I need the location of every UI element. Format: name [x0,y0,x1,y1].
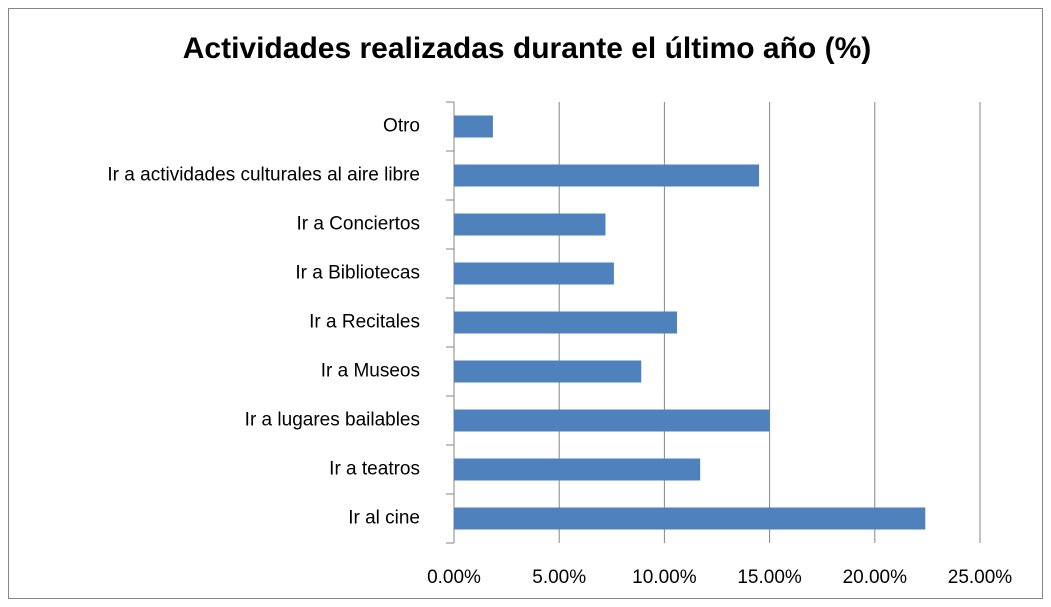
bar [454,311,678,334]
y-tick-label: Ir a Bibliotecas [295,263,420,284]
bar [454,164,760,187]
x-tick-label: 10.00% [632,567,697,588]
x-tick-label: 15.00% [737,567,802,588]
bar [454,115,493,138]
y-tick-label: Ir al cine [348,508,420,529]
bar [454,262,614,285]
y-tick-label: Ir a Recitales [309,312,420,333]
x-tick-label: 0.00% [427,567,481,588]
bar [454,409,770,432]
bar [454,458,701,481]
y-tick-label: Ir a teatros [329,459,420,480]
y-tick-label: Ir a Museos [321,361,420,382]
y-tick-label: Ir a actividades culturales al aire libr… [107,165,420,186]
y-tick-label: Ir a Conciertos [296,214,420,235]
chart-frame [8,8,1043,599]
x-tick-label: 20.00% [843,567,908,588]
bar [454,213,606,236]
x-tick-label: 25.00% [948,567,1013,588]
y-tick-label: Ir a lugares bailables [245,410,420,431]
bar [454,360,642,383]
bar [454,507,926,530]
y-tick-label: Otro [383,116,420,137]
chart-title: Actividades realizadas durante el último… [183,32,872,65]
x-tick-label: 5.00% [532,567,586,588]
